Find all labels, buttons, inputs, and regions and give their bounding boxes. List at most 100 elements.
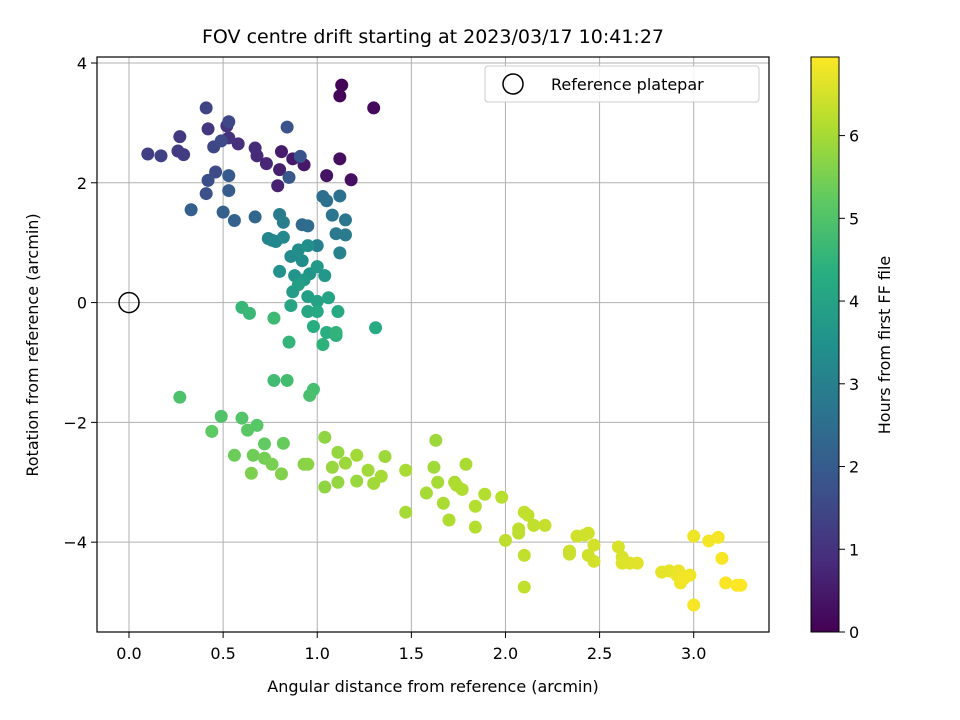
x-tick-label: 2.5 — [587, 644, 612, 663]
data-point — [271, 179, 285, 193]
data-point — [274, 467, 288, 481]
data-point — [154, 149, 168, 163]
y-tick-label: 2 — [77, 174, 87, 193]
data-point — [630, 556, 644, 570]
data-point — [442, 513, 456, 527]
data-point — [248, 210, 262, 224]
legend-reference-marker-icon — [502, 73, 524, 95]
data-point — [350, 474, 364, 488]
data-point — [282, 335, 296, 349]
data-point — [199, 101, 213, 115]
data-point — [715, 551, 729, 565]
data-point — [455, 482, 469, 496]
data-point — [248, 141, 262, 155]
data-point — [231, 137, 245, 151]
data-point — [205, 424, 219, 438]
data-point — [276, 436, 290, 450]
data-point — [301, 219, 315, 233]
data-point — [265, 457, 279, 471]
data-point — [235, 411, 249, 425]
data-point — [295, 254, 309, 268]
data-point — [562, 547, 576, 561]
data-point — [369, 321, 383, 335]
chart-title: FOV centre drift starting at 2023/03/17 … — [202, 26, 664, 48]
data-point — [320, 169, 334, 183]
data-point — [216, 205, 230, 219]
grid-lines — [97, 57, 769, 632]
data-point — [273, 163, 287, 177]
x-tick-label: 1.5 — [399, 644, 424, 663]
data-point — [331, 445, 345, 459]
data-point — [318, 430, 332, 444]
data-point — [310, 260, 324, 274]
legend-box — [484, 65, 760, 103]
data-point — [318, 269, 332, 283]
data-point — [274, 145, 288, 159]
legend-entry-reference-platepar: Reference platepar — [551, 75, 704, 94]
x-tick-label: 0.5 — [210, 644, 235, 663]
data-point — [316, 338, 330, 351]
data-point — [711, 530, 725, 544]
data-point — [361, 463, 375, 477]
y-axis-ticks: −4 −2 0 2 4 — [63, 54, 97, 552]
data-point — [267, 311, 281, 325]
data-point — [310, 294, 324, 308]
y-axis-label: Rotation from reference (arcmin) — [23, 213, 42, 476]
data-point — [517, 548, 531, 562]
data-point — [273, 264, 287, 278]
data-point — [310, 305, 324, 319]
data-point — [325, 208, 339, 222]
data-point — [246, 448, 260, 462]
x-tick-label: 0.0 — [116, 644, 141, 663]
reference-platepar-marker — [118, 291, 140, 314]
data-point — [282, 170, 296, 184]
data-point — [587, 538, 601, 552]
colorbar-tick-label: 5 — [849, 209, 859, 228]
data-point — [478, 487, 492, 501]
data-point — [291, 278, 305, 292]
data-point — [431, 475, 445, 489]
data-point — [173, 390, 187, 404]
data-point — [399, 505, 413, 519]
data-point — [184, 203, 198, 217]
data-point — [259, 157, 273, 171]
data-point — [734, 578, 748, 592]
data-point — [303, 388, 317, 402]
data-point — [581, 526, 595, 540]
x-axis-ticks: 0.0 0.5 1.0 1.5 2.0 2.5 3.0 — [116, 632, 706, 663]
colorbar: 0 1 2 3 4 5 6 Hours from first FF file — [810, 56, 894, 642]
data-point — [468, 499, 482, 513]
y-tick-label: 4 — [77, 54, 87, 73]
colorbar-ticks: 0 1 2 3 4 5 6 — [839, 127, 859, 642]
data-point — [338, 213, 352, 227]
data-point — [280, 120, 294, 134]
x-axis-label: Angular distance from reference (arcmin) — [267, 677, 598, 696]
data-point — [214, 409, 228, 423]
data-point — [331, 475, 345, 489]
y-tick-label: 0 — [77, 294, 87, 313]
data-point — [399, 463, 413, 477]
data-point — [427, 460, 441, 474]
data-point — [284, 299, 298, 313]
data-point — [318, 480, 332, 494]
data-point — [512, 522, 526, 536]
data-point — [677, 571, 691, 585]
data-point — [459, 457, 473, 471]
colorbar-label: Hours from first FF file — [875, 256, 894, 435]
data-point — [227, 448, 241, 462]
data-point — [222, 115, 236, 129]
data-point — [687, 529, 701, 543]
colorbar-tick-label: 6 — [849, 127, 859, 146]
data-points — [141, 78, 748, 612]
colorbar-tick-label: 4 — [849, 292, 859, 311]
colorbar-tick-label: 3 — [849, 375, 859, 394]
data-point — [320, 194, 334, 208]
y-tick-label: −4 — [63, 533, 87, 552]
data-point — [338, 456, 352, 470]
legend: Reference platepar — [484, 65, 760, 103]
data-point — [177, 148, 191, 162]
data-point — [280, 373, 294, 387]
data-point — [335, 78, 349, 92]
data-point — [244, 466, 258, 480]
colorbar-gradient — [810, 56, 840, 633]
